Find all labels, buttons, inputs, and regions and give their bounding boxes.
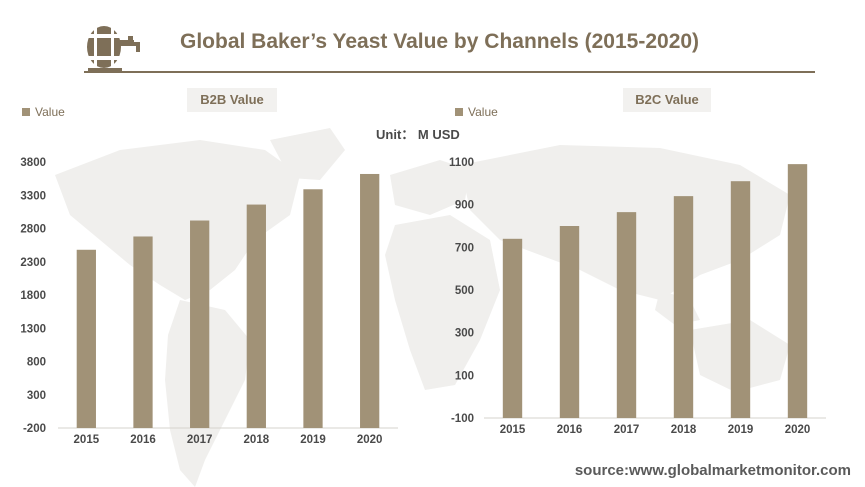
bar [133, 236, 153, 428]
y-tick-label: -100 [451, 413, 474, 425]
x-tick-label: 2016 [130, 434, 156, 446]
title-divider [84, 71, 815, 73]
chart-title-b2b: B2B Value [187, 88, 277, 112]
y-tick-label: 2800 [20, 224, 46, 236]
bar [559, 226, 580, 418]
bar [673, 196, 694, 418]
x-tick-label: 2018 [671, 424, 697, 436]
legend-label: Value [468, 105, 498, 119]
y-tick-label: 300 [27, 390, 46, 402]
y-tick-label: 300 [455, 328, 474, 340]
x-tick-label: 2018 [244, 434, 270, 446]
x-tick-label: 2020 [357, 434, 383, 446]
bar [303, 189, 323, 428]
legend-b2c: Value [455, 105, 498, 119]
bar [190, 220, 210, 428]
y-tick-label: 500 [455, 285, 474, 297]
y-tick-label: 1300 [20, 323, 46, 335]
bar [787, 164, 808, 418]
chart-title-b2c: B2C Value [623, 88, 711, 112]
x-tick-label: 2015 [500, 424, 526, 436]
bar [502, 238, 523, 418]
legend-swatch [455, 108, 463, 116]
bar [730, 181, 751, 418]
y-tick-label: 100 [455, 370, 474, 382]
x-tick-label: 2020 [785, 424, 811, 436]
y-tick-label: 3300 [20, 190, 46, 202]
y-tick-label: 2300 [20, 257, 46, 269]
x-tick-label: 2015 [74, 434, 100, 446]
y-tick-label: 1100 [449, 157, 474, 169]
page-title: Global Baker’s Yeast Value by Channels (… [180, 30, 700, 53]
x-tick-label: 2017 [187, 434, 213, 446]
y-tick-label: 900 [455, 200, 474, 212]
x-tick-label: 2019 [728, 424, 754, 436]
x-tick-label: 2017 [614, 424, 640, 436]
barrel-tap-icon [87, 26, 140, 71]
bar [360, 173, 380, 428]
y-tick-label: 1800 [20, 290, 46, 302]
legend-b2b: Value [22, 105, 65, 119]
bar [76, 249, 96, 428]
y-tick-label: 3800 [20, 157, 46, 169]
source-credit: source:www.globalmarketmonitor.com [574, 462, 851, 479]
legend-label: Value [35, 105, 65, 119]
bar [616, 212, 637, 418]
y-tick-label: 800 [27, 357, 46, 369]
legend-swatch [22, 108, 30, 116]
x-tick-label: 2019 [300, 434, 326, 446]
y-tick-label: 700 [455, 242, 474, 254]
y-tick-label: -200 [23, 423, 46, 435]
bar [246, 204, 266, 428]
unit-label: Unit： M USD [376, 127, 460, 142]
x-tick-label: 2016 [557, 424, 583, 436]
